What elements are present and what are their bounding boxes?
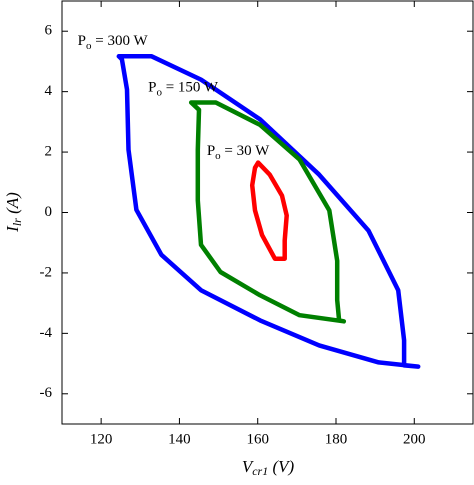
y-tick-label: -6 bbox=[40, 385, 53, 401]
annotation-sub: o bbox=[86, 39, 92, 51]
y-axis-title-sub: lr bbox=[10, 218, 24, 226]
y-tick-label: -2 bbox=[40, 264, 53, 280]
y-tick-label: -4 bbox=[40, 325, 53, 341]
x-axis-title-rest: (V) bbox=[268, 457, 294, 476]
y-axis-title-rest: (A) bbox=[3, 192, 22, 218]
y-tick-label: 0 bbox=[45, 204, 53, 220]
annotation-sub: o bbox=[156, 86, 162, 98]
annotation: Po = 300 W bbox=[78, 33, 149, 51]
x-tick-label: 120 bbox=[90, 431, 113, 447]
data-line bbox=[188, 100, 347, 324]
x-tick-label: 160 bbox=[246, 431, 269, 447]
y-tick-label: 2 bbox=[45, 144, 53, 160]
y-axis-title: Ilr (A) bbox=[3, 192, 24, 233]
annotation: Po = 150 W bbox=[148, 80, 219, 98]
x-axis-title: Vcr1 (V) bbox=[242, 457, 295, 478]
annotation-rest: = 30 W bbox=[221, 144, 270, 160]
annotation-main: P bbox=[207, 144, 215, 160]
x-axis-title-main: V bbox=[242, 457, 255, 476]
y-tick-label: 6 bbox=[45, 23, 53, 39]
annotation-main: P bbox=[78, 33, 86, 49]
x-axis-title-sub: cr1 bbox=[252, 464, 268, 478]
annotation-rest: = 300 W bbox=[92, 33, 149, 49]
annotation-sub: o bbox=[215, 150, 221, 162]
x-tick-label: 200 bbox=[403, 431, 426, 447]
x-tick-label: 140 bbox=[168, 431, 191, 447]
annotation-rest: = 150 W bbox=[162, 80, 219, 96]
y-axis-title-main: I bbox=[3, 225, 22, 233]
y-tick-label: 4 bbox=[45, 83, 53, 99]
annotation: Po = 30 W bbox=[207, 144, 270, 162]
data-line bbox=[116, 54, 421, 369]
x-tick-label: 180 bbox=[325, 431, 348, 447]
annotation-main: P bbox=[148, 80, 156, 96]
data-line bbox=[249, 160, 289, 261]
